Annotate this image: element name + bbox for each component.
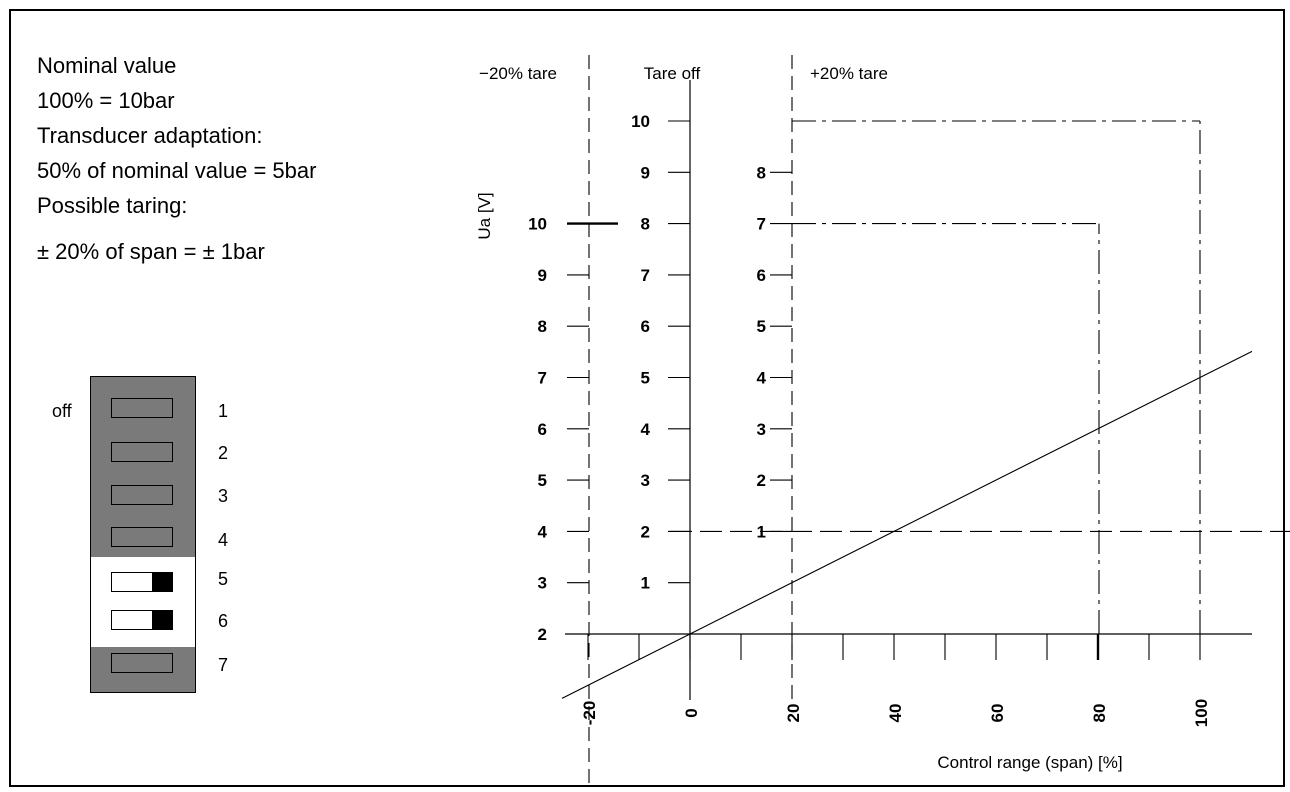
dip-switch-5[interactable] (111, 572, 173, 592)
dip-switch-block (90, 376, 196, 693)
dip-knob-5 (152, 573, 172, 591)
column-2-value-4: 4 (757, 369, 767, 388)
column-2-value-5: 5 (757, 317, 766, 336)
dip-switch-2[interactable] (111, 442, 173, 462)
column-0-value-5: 5 (538, 471, 547, 490)
column-1-value-2: 2 (641, 522, 650, 541)
dip-number-2: 2 (218, 443, 229, 463)
dip-number-1: 1 (218, 401, 229, 421)
dip-switch-3[interactable] (111, 485, 173, 505)
column-header-2: +20% tare (810, 64, 888, 83)
x-tick-label-2: 20 (784, 704, 803, 723)
column-0-value-7: 7 (538, 369, 547, 388)
column-1-value-3: 3 (641, 471, 650, 490)
transducer-adaptation-text: 50% of nominal value = 5bar (37, 158, 317, 183)
dip-number-4: 4 (218, 530, 229, 550)
column-2-value-8: 8 (757, 163, 766, 182)
column-1-value-10: 10 (631, 112, 650, 131)
column-2-value-1: 1 (757, 522, 766, 541)
column-0-value-3: 3 (538, 574, 547, 593)
transducer-adaptation-heading: Transducer adaptation: (37, 123, 263, 148)
nominal-value-text: 100% = 10bar (37, 88, 175, 113)
y-axis-title: Ua [V] (475, 192, 494, 239)
dip-switch-7[interactable] (111, 653, 173, 673)
column-0-value-4: 4 (538, 522, 548, 541)
column-0-value-8: 8 (538, 317, 547, 336)
column-1-value-7: 7 (641, 266, 650, 285)
column-2-value-3: 3 (757, 420, 766, 439)
column-0-value-2: 2 (538, 625, 547, 644)
column-header-0: −20% tare (479, 64, 557, 83)
column-0-value-9: 9 (538, 266, 547, 285)
nominal-value-heading: Nominal value (37, 53, 177, 78)
dip-switch-4[interactable] (111, 527, 173, 547)
x-tick-label-4: 60 (988, 704, 1007, 723)
dip-switch-1[interactable] (111, 398, 173, 418)
column-1-value-6: 6 (641, 317, 650, 336)
dip-switch-6[interactable] (111, 610, 173, 630)
column-0-value-10: 10 (528, 215, 547, 234)
x-tick-label-5: 80 (1090, 704, 1109, 723)
column-1-value-5: 5 (641, 369, 650, 388)
column-1-value-1: 1 (641, 574, 650, 593)
possible-taring-text: ± 20% of span = ± 1bar (37, 239, 265, 264)
dip-number-3: 3 (218, 486, 229, 506)
figure-frame (9, 9, 1285, 787)
column-0-value-6: 6 (538, 420, 547, 439)
column-2-value-6: 6 (757, 266, 766, 285)
column-1-value-8: 8 (641, 215, 650, 234)
column-2-value-7: 7 (757, 215, 766, 234)
diagram-lines (561, 55, 1290, 785)
x-axis-title: Control range (span) [%] (937, 753, 1122, 772)
dip-number-7: 7 (218, 655, 229, 675)
dip-off-label: off (52, 401, 72, 421)
column-header-1: Tare off (644, 64, 701, 83)
dip-knob-6 (152, 611, 172, 629)
x-tick-label-1: 0 (682, 708, 701, 717)
possible-taring-heading: Possible taring: (37, 193, 188, 218)
characteristic-line (561, 350, 1253, 699)
column-1-value-4: 4 (641, 420, 651, 439)
column-2-value-2: 2 (757, 471, 766, 490)
x-tick-label-3: 40 (886, 704, 905, 723)
dip-number-6: 6 (218, 611, 229, 631)
dip-number-5: 5 (218, 569, 229, 589)
column-1-value-9: 9 (641, 163, 650, 182)
x-tick-label-6: 100 (1192, 699, 1211, 727)
x-tick-label-0: -20 (580, 701, 599, 726)
